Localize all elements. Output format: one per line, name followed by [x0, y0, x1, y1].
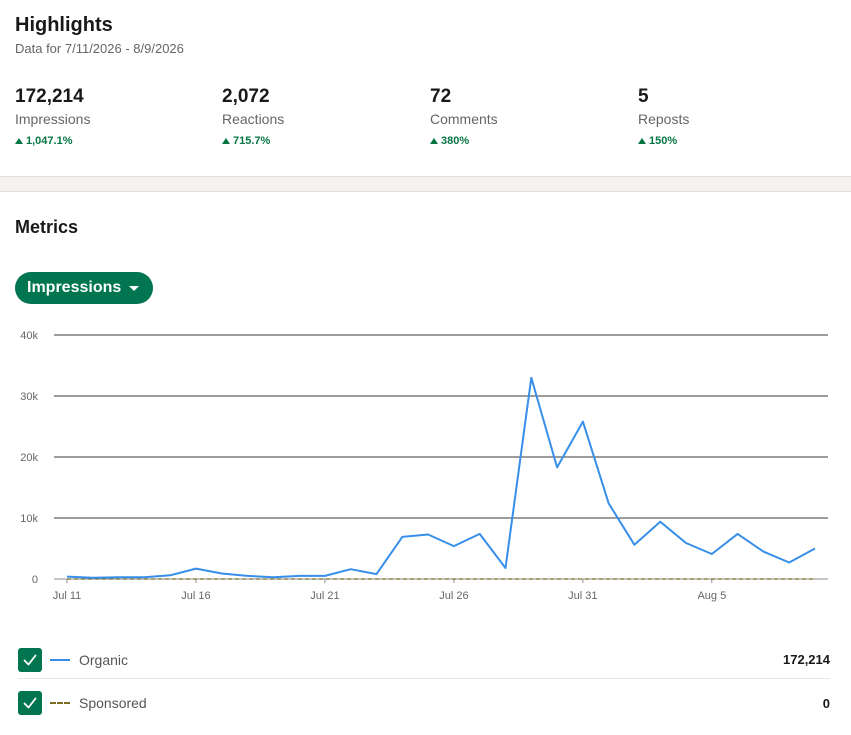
chart-grid [54, 334, 828, 580]
organic-data-point[interactable] [115, 573, 123, 581]
y-axis-ticks: 0 10k 20k 30k 40k [20, 330, 38, 586]
organic-data-point[interactable] [605, 499, 613, 507]
stat-impressions[interactable]: 172,214 Impressions 1,047.1% [15, 86, 215, 148]
organic-data-point[interactable] [476, 530, 484, 538]
checkmark-icon [23, 654, 37, 665]
x-tick-label: Jul 16 [181, 590, 210, 602]
y-tick-label: 20k [20, 452, 38, 464]
stat-value: 72 [430, 86, 452, 107]
organic-data-point[interactable] [192, 565, 200, 573]
y-tick-label: 0 [32, 574, 38, 586]
stat-change: 150% [638, 134, 838, 148]
organic-data-point[interactable] [166, 571, 174, 579]
legend-total: 172,214 [783, 652, 830, 667]
metrics-title: Metrics [15, 217, 79, 237]
x-tick-label: Jul 11 [53, 590, 82, 602]
x-tick-label: Jul 26 [439, 590, 468, 602]
stat-change: 1,047.1% [15, 134, 215, 148]
stat-change-value: 150% [649, 135, 678, 147]
trend-up-icon [638, 138, 646, 144]
organic-data-point[interactable] [347, 565, 355, 573]
legend-organic: Organic 172,214 [18, 641, 830, 679]
metric-dropdown-button[interactable]: Impressions [15, 272, 154, 304]
sponsored-checkbox[interactable] [18, 691, 42, 715]
stat-label: Comments [430, 111, 498, 127]
organic-data-point[interactable] [630, 541, 638, 549]
sponsored-line-swatch [50, 702, 70, 704]
x-axis-ticks: Jul 11 Jul 16 Jul 21 Jul 26 Jul 31 Aug 5 [53, 579, 726, 602]
organic-data-point[interactable] [424, 530, 432, 538]
metric-dropdown-label: Impressions [27, 279, 122, 296]
legend-total: 0 [822, 695, 830, 711]
stat-change-value: 1,047.1% [26, 135, 73, 147]
organic-data-point[interactable] [398, 533, 406, 541]
stat-change-value: 715.7% [233, 135, 271, 147]
x-tick-label: Jul 31 [568, 590, 597, 602]
y-tick-label: 30k [20, 391, 38, 403]
x-tick-label: Aug 5 [697, 590, 726, 602]
organic-data-point[interactable] [553, 463, 561, 471]
stat-reactions[interactable]: 2,072 Reactions 715.7% [222, 86, 422, 148]
stat-reposts[interactable]: 5 Reposts 150% [638, 86, 838, 148]
stat-value: 172,214 [15, 86, 84, 107]
organic-data-point[interactable] [682, 539, 690, 547]
organic-data-point[interactable] [579, 418, 587, 426]
stat-label: Reactions [222, 111, 285, 127]
organic-data-point[interactable] [373, 570, 381, 578]
chart-series [63, 374, 819, 582]
legend-label: Sponsored [79, 695, 147, 711]
checkmark-icon [23, 697, 37, 709]
legend-sponsored: Sponsored 0 [18, 684, 830, 722]
organic-data-point[interactable] [321, 572, 329, 580]
trend-up-icon [430, 138, 438, 144]
organic-data-point[interactable] [89, 574, 97, 582]
stat-label: Reposts [638, 111, 690, 127]
date-range: Data for 7/11/2026 - 8/9/2026 [15, 41, 184, 56]
organic-data-point[interactable] [63, 573, 71, 581]
stat-value: 5 [638, 86, 649, 107]
organic-data-point[interactable] [295, 572, 303, 580]
organic-checkbox[interactable] [18, 647, 42, 672]
highlights-section: Highlights Data for 7/11/2026 - 8/9/2026… [0, 0, 851, 176]
stat-value: 2,072 [222, 86, 270, 107]
stat-change-value: 380% [441, 135, 470, 147]
organic-data-point[interactable] [269, 573, 277, 581]
organic-data-point[interactable] [244, 572, 252, 580]
organic-data-point[interactable] [218, 570, 226, 578]
organic-data-point[interactable] [759, 548, 767, 556]
stat-change: 715.7% [222, 134, 422, 148]
highlights-title: Highlights [15, 14, 113, 36]
caret-down-icon [129, 285, 140, 291]
organic-data-point[interactable] [811, 545, 819, 553]
organic-data-point[interactable] [656, 518, 664, 526]
organic-data-point[interactable] [785, 559, 793, 567]
trend-up-icon [222, 138, 230, 144]
x-tick-label: Jul 21 [310, 590, 339, 602]
organic-data-point[interactable] [708, 550, 716, 558]
organic-data-point[interactable] [527, 374, 535, 382]
legend-label: Organic [79, 651, 129, 668]
trend-up-icon [15, 138, 23, 144]
stat-change: 380% [430, 134, 630, 148]
organic-line-swatch [50, 658, 70, 661]
organic-data-point[interactable] [501, 564, 509, 572]
organic-data-point[interactable] [140, 573, 148, 581]
stat-label: Impressions [15, 111, 91, 127]
stat-comments[interactable]: 72 Comments 380% [430, 86, 630, 148]
organic-data-point[interactable] [734, 530, 742, 538]
section-divider [0, 176, 851, 192]
y-tick-label: 40k [20, 330, 38, 342]
organic-series-line [66, 376, 816, 579]
organic-data-point[interactable] [450, 542, 458, 550]
y-tick-label: 10k [20, 513, 38, 525]
